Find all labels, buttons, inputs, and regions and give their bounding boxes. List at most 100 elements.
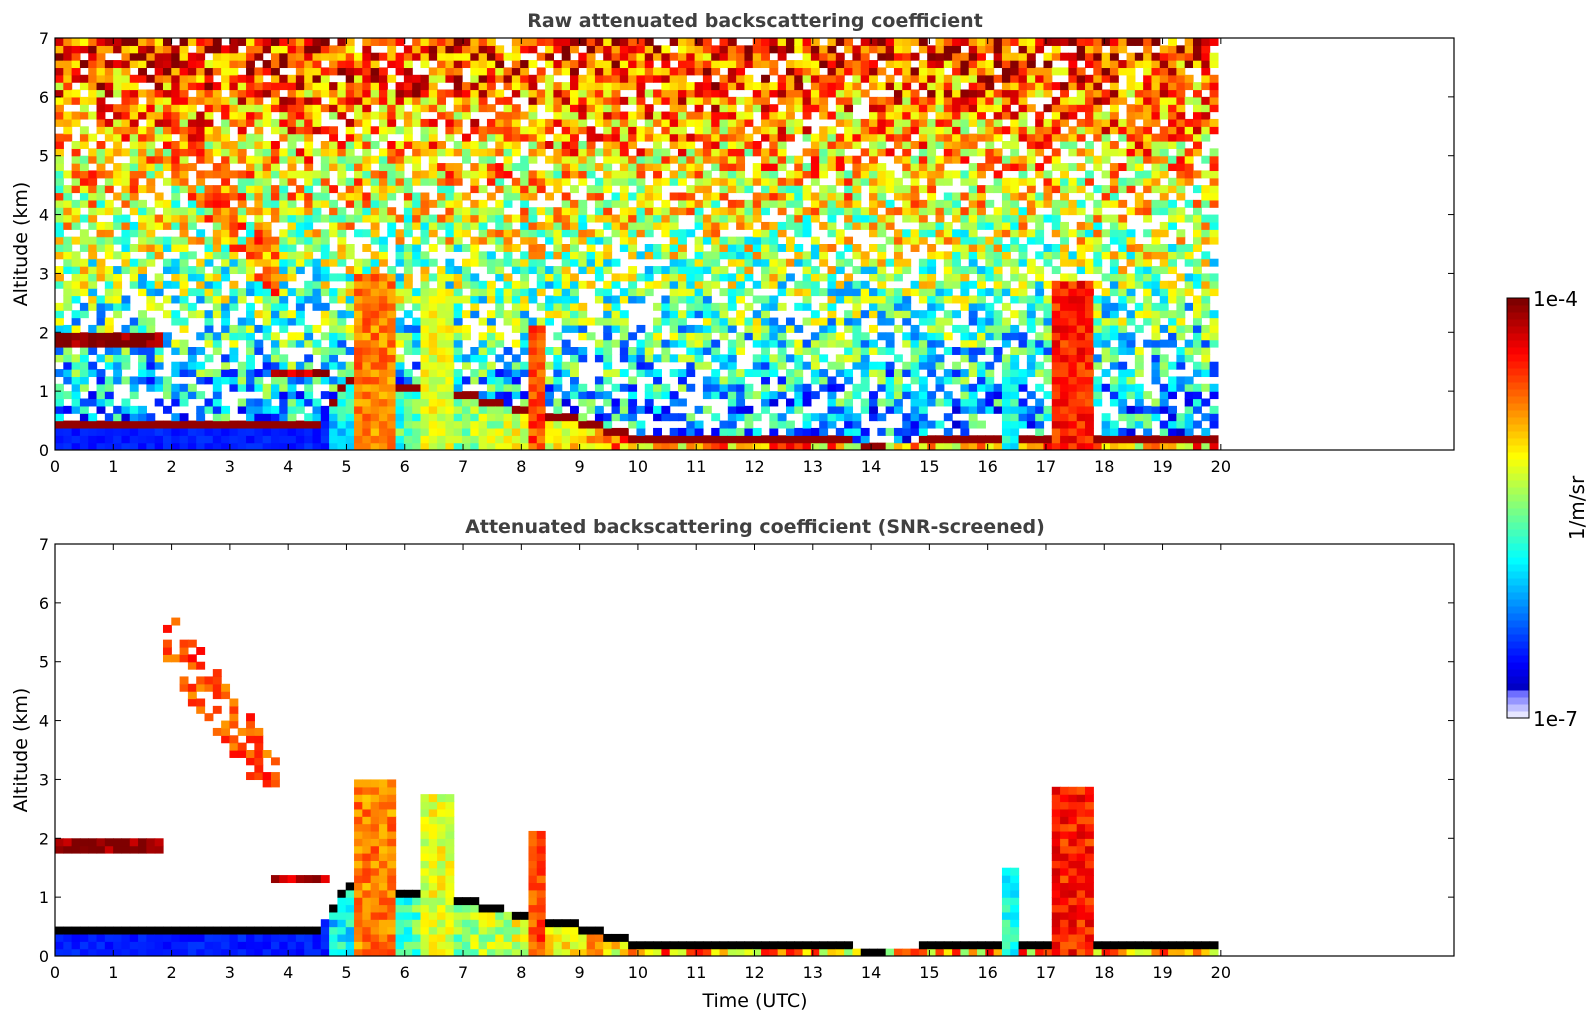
heatmap-cell: [918, 361, 928, 370]
heatmap-cell: [337, 295, 347, 304]
heatmap-cell: [337, 317, 347, 326]
heatmap-cell: [437, 185, 447, 194]
heatmap-cell: [96, 155, 106, 164]
heatmap-cell: [719, 361, 729, 370]
heatmap-cell: [312, 398, 322, 407]
heatmap-cell: [785, 339, 795, 348]
heatmap-cell: [570, 383, 579, 392]
heatmap-cell: [835, 60, 845, 69]
heatmap-cell: [229, 155, 239, 164]
heatmap-cell: [694, 405, 704, 414]
heatmap-cell: [644, 74, 654, 83]
heatmap-cell: [121, 170, 131, 179]
heatmap-cell: [146, 442, 156, 450]
heatmap-cell: [910, 244, 920, 252]
heatmap-cell: [387, 324, 397, 333]
heatmap-cell: [453, 214, 463, 223]
heatmap-cell: [977, 185, 986, 194]
heatmap-cell: [270, 288, 280, 297]
heatmap-cell: [337, 369, 347, 378]
heatmap-cell: [752, 214, 762, 223]
heatmap-cell: [55, 347, 64, 355]
heatmap-cell: [445, 163, 455, 172]
heatmap-cell: [495, 229, 505, 238]
heatmap-cell: [462, 398, 471, 407]
heatmap-cell: [104, 118, 114, 127]
heatmap-cell: [187, 74, 197, 83]
heatmap-cell: [885, 185, 895, 194]
heatmap-cell: [877, 332, 887, 341]
heatmap-cell: [320, 148, 330, 157]
heatmap-cell: [179, 89, 189, 98]
heatmap-cell: [312, 324, 322, 333]
heatmap-cell: [304, 244, 314, 252]
heatmap-cell: [329, 221, 339, 230]
heatmap-cell: [628, 60, 638, 69]
heatmap-cell: [420, 89, 430, 98]
heatmap-cell: [752, 413, 762, 422]
heatmap-cell: [229, 82, 239, 91]
heatmap-cell: [370, 405, 380, 414]
heatmap-cell: [229, 111, 239, 120]
heatmap-cell: [727, 354, 737, 363]
heatmap-cell: [769, 229, 779, 238]
heatmap-cell: [395, 413, 405, 422]
heatmap-cell: [520, 251, 530, 260]
heatmap-cell: [852, 280, 862, 289]
heatmap-cell: [611, 148, 621, 157]
heatmap-cell: [711, 221, 721, 230]
heatmap-cell: [196, 236, 206, 245]
heatmap-cell: [935, 383, 945, 392]
heatmap-cell: [104, 236, 114, 245]
heatmap-cell: [520, 302, 530, 311]
heatmap-cell: [603, 133, 613, 142]
heatmap-cell: [270, 420, 280, 429]
heatmap-cell: [378, 104, 388, 113]
heatmap-cell: [470, 376, 480, 385]
heatmap-cell: [960, 192, 970, 201]
heatmap-cell: [287, 391, 297, 400]
heatmap-cell: [453, 295, 463, 304]
heatmap-cell: [952, 67, 962, 76]
heatmap-cell: [387, 273, 397, 282]
heatmap-cell: [171, 310, 181, 319]
heatmap-cell: [420, 317, 430, 326]
heatmap-cell: [212, 413, 222, 422]
heatmap-cell: [428, 324, 438, 333]
heatmap-cell: [511, 185, 521, 194]
heatmap-cell: [71, 332, 81, 341]
heatmap-cell: [545, 96, 554, 105]
heatmap-cell: [910, 111, 920, 120]
heatmap-cell: [536, 376, 546, 385]
heatmap-cell: [212, 442, 222, 450]
heatmap-cell: [320, 317, 330, 326]
heatmap-cell: [885, 391, 895, 400]
heatmap-cell: [387, 185, 397, 194]
heatmap-cell: [769, 185, 779, 194]
heatmap-cell: [893, 126, 903, 135]
heatmap-cell: [553, 273, 563, 282]
heatmap-cell: [171, 221, 181, 230]
heatmap-cell: [378, 236, 388, 245]
heatmap-cell: [196, 295, 206, 304]
heatmap-cell: [885, 376, 895, 385]
heatmap-cell: [179, 38, 189, 46]
heatmap-cell: [495, 170, 505, 179]
heatmap-cell: [486, 155, 496, 164]
heatmap-cell: [337, 60, 347, 69]
heatmap-cell: [162, 111, 172, 120]
heatmap-cell: [893, 324, 903, 333]
heatmap-cell: [702, 141, 712, 149]
heatmap-cell: [445, 133, 455, 142]
heatmap-cell: [79, 214, 89, 223]
heatmap-cell: [71, 273, 81, 282]
heatmap-cell: [146, 89, 156, 98]
heatmap-cell: [79, 302, 89, 311]
heatmap-cell: [478, 339, 488, 348]
heatmap-cell: [354, 74, 363, 83]
heatmap-cell: [304, 45, 314, 54]
heatmap-cell: [968, 251, 978, 260]
heatmap-cell: [943, 442, 953, 450]
heatmap-cell: [578, 302, 588, 311]
heatmap-cell: [536, 170, 546, 179]
